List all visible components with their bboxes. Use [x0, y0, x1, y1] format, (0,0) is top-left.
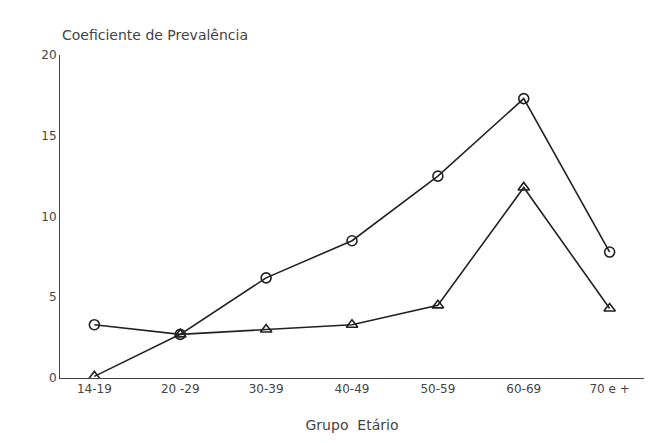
- svg-text:0: 0: [49, 371, 57, 385]
- svg-text:20 -29: 20 -29: [161, 382, 200, 396]
- svg-text:14-19: 14-19: [77, 382, 112, 396]
- svg-text:20: 20: [41, 48, 56, 62]
- svg-text:50-59: 50-59: [420, 382, 455, 396]
- svg-text:15: 15: [41, 129, 56, 143]
- svg-text:60-69: 60-69: [506, 382, 541, 396]
- svg-text:Grupo Etário: Grupo Etário: [306, 417, 399, 433]
- svg-text:30-39: 30-39: [249, 382, 284, 396]
- svg-text:10: 10: [41, 210, 56, 224]
- svg-text:40-49: 40-49: [335, 382, 370, 396]
- svg-text:70 e +: 70 e +: [589, 382, 629, 396]
- svg-text:5: 5: [49, 290, 57, 304]
- svg-text:Coeficiente de Prevalência: Coeficiente de Prevalência: [62, 27, 248, 43]
